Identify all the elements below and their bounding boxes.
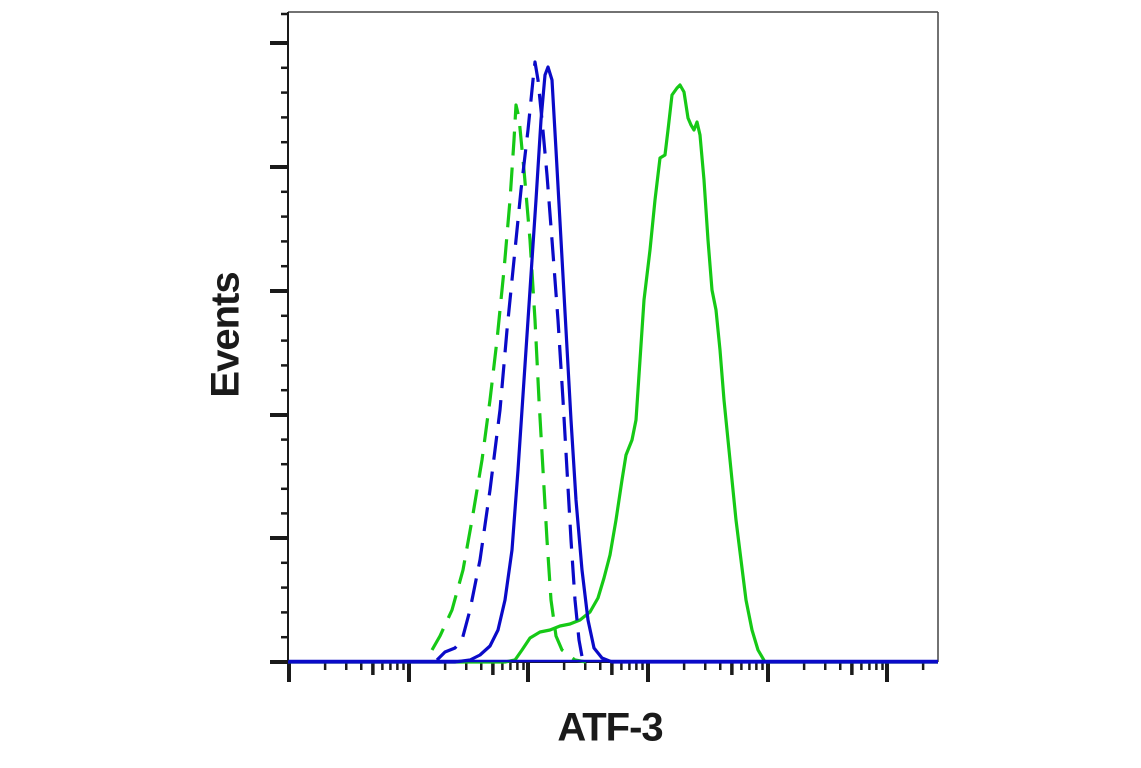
curve-green-dashed: [430, 103, 587, 664]
y-axis-label: Events: [203, 272, 248, 398]
curve-green-solid: [288, 83, 938, 664]
plot-frame: [287, 11, 939, 663]
curve-blue-dashed: [435, 60, 585, 663]
y-axis-ticks: [270, 12, 288, 664]
x-axis-label: ATF-3: [557, 705, 663, 750]
histogram-curves: [288, 60, 938, 664]
x-axis-ticks: [287, 662, 925, 682]
curve-blue-solid: [288, 65, 938, 664]
